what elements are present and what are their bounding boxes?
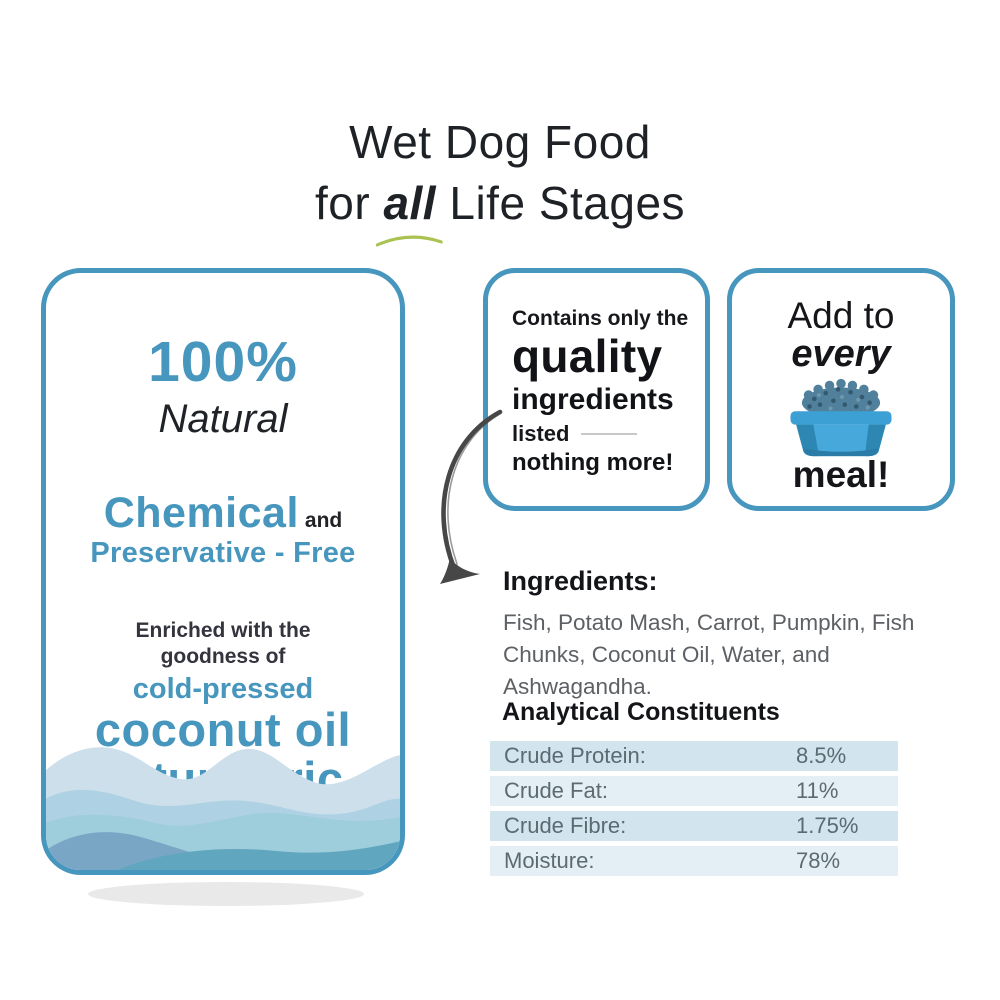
water-waves-graphic <box>46 747 400 870</box>
analytical-table: Crude Protein: 8.5% Crude Fat: 11% Crude F… <box>490 741 898 876</box>
chemical-line: Chemical and <box>103 489 343 537</box>
table-row: Moisture: 78% <box>490 846 898 876</box>
curved-arrow-icon <box>440 409 503 584</box>
ingredients-heading: Ingredients: <box>503 566 658 596</box>
page-title: Wet Dog Food for all Life Stages <box>0 112 1000 248</box>
percent-100: 100% <box>148 330 298 394</box>
dog-bowl-icon <box>790 378 892 457</box>
ingredients-section: Ingredients: Fish, Potato Mash, Carrot, … <box>503 566 951 703</box>
table-row: Crude Protein: 8.5% <box>490 741 898 771</box>
table-row: Crude Fibre: 1.75% <box>490 811 898 841</box>
coconut-oil-label: coconut oil <box>94 702 352 756</box>
green-swoosh-underline <box>376 235 444 248</box>
ingredients-list: Fish, Potato Mash, Carrot, Pumpkin, Fish… <box>503 610 915 699</box>
card-shadow <box>88 882 364 906</box>
title-line1: Wet Dog Food <box>349 116 651 168</box>
natural-benefits-card: 100% Natural Chemical and Preservative - … <box>41 268 405 875</box>
preservative-free-label: Preservative - Free <box>90 537 356 569</box>
add-to-every-meal-card: Add to every meal! <box>727 268 955 511</box>
table-row: Crude Fat: 11% <box>490 776 898 806</box>
analytical-heading: Analytical Constituents <box>502 698 780 726</box>
analytical-constituents-section: Analytical Constituents Crude Protein: 8.… <box>490 698 898 881</box>
dash-rule <box>581 433 638 436</box>
enriched-text: Enriched with the goodness of <box>135 619 311 669</box>
natural-label: Natural <box>158 397 288 441</box>
title-line2: for all Life Stages <box>0 173 1000 248</box>
quality-ingredients-card: Contains only the quality ingredients li… <box>483 268 710 511</box>
cold-pressed-label: cold-pressed <box>132 672 314 705</box>
title-all-emphasis: all <box>383 176 437 229</box>
listed-line: listed <box>512 421 695 447</box>
